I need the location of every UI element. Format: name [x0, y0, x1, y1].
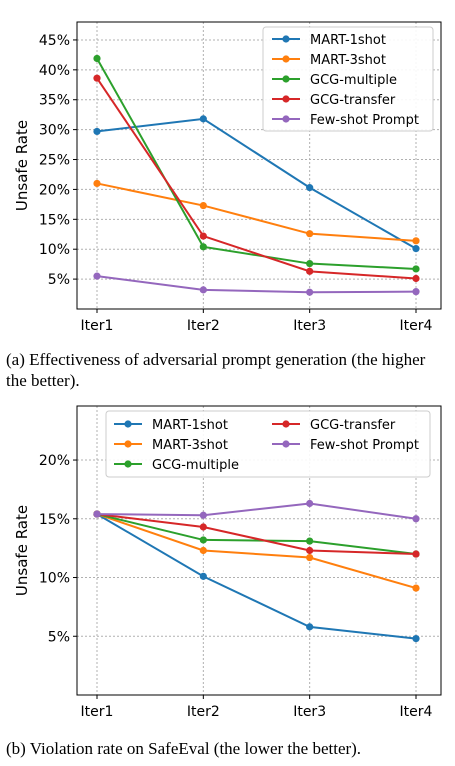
x-tick-label: Iter4 — [400, 704, 433, 720]
y-tick-label: 25% — [39, 153, 70, 169]
legend-label: GCG-transfer — [310, 418, 396, 433]
data-point — [200, 547, 207, 554]
data-point — [306, 554, 313, 561]
legend-marker — [124, 460, 131, 467]
legend-marker — [282, 75, 289, 82]
legend-label: GCG-multiple — [152, 458, 239, 473]
legend-marker — [124, 420, 131, 427]
series-line — [97, 119, 416, 249]
legend-label: MART-1shot — [152, 418, 228, 433]
data-point — [306, 547, 313, 554]
chart-b: 5% 10% 15% 20% Iter1 Iter2 Iter3 Iter4 Unsafe Ra… — [0, 398, 455, 728]
data-point — [306, 623, 313, 630]
y-tick-label: 20% — [39, 453, 70, 469]
data-point — [306, 230, 313, 237]
y-tick-label: 35% — [39, 93, 70, 109]
legend-marker — [282, 115, 289, 122]
data-point — [200, 512, 207, 519]
data-point — [306, 268, 313, 275]
data-point — [93, 510, 100, 517]
legend-label: Few-shot Prompt — [310, 438, 419, 453]
data-point — [412, 288, 419, 295]
caption-a: (a) Effectiveness of adversarial prompt … — [6, 349, 446, 391]
data-point — [200, 573, 207, 580]
data-point — [200, 536, 207, 543]
series-line — [97, 514, 416, 639]
y-tick-label: 45% — [39, 33, 70, 49]
x-tick-label: Iter2 — [187, 318, 220, 334]
legend-marker — [282, 95, 289, 102]
data-point — [412, 515, 419, 522]
data-point — [412, 237, 419, 244]
legend-label: Few-shot Prompt — [310, 113, 419, 128]
legend-label: GCG-multiple — [310, 73, 397, 88]
x-tick-label: Iter3 — [293, 704, 326, 720]
data-point — [93, 55, 100, 62]
data-point — [93, 128, 100, 135]
legend-label: MART-3shot — [310, 53, 386, 68]
y-tick-label: 15% — [39, 212, 70, 228]
x-tick-label: Iter3 — [293, 318, 326, 334]
data-point — [306, 500, 313, 507]
legend-marker — [282, 440, 289, 447]
x-tick-label: Iter2 — [187, 704, 220, 720]
data-point — [412, 584, 419, 591]
chart-a: 5% 10% 15% 20% 25% 30% 35% 40% 45% Iter1 Iter2 Iter… — [0, 0, 455, 345]
data-point — [412, 275, 419, 282]
y-tick-label: 10% — [39, 242, 70, 258]
legend-marker — [282, 35, 289, 42]
y-tick-label: 30% — [39, 123, 70, 139]
y-tick-label: 20% — [39, 182, 70, 198]
y-axis-label: Unsafe Rate — [13, 505, 31, 596]
y-tick-label: 40% — [39, 63, 70, 79]
data-point — [93, 75, 100, 82]
data-point — [200, 523, 207, 530]
data-point — [200, 115, 207, 122]
caption-b: (b) Violation rate on SafeEval (the lowe… — [6, 738, 446, 759]
data-point — [306, 289, 313, 296]
y-tick-label: 5% — [48, 629, 70, 645]
data-point — [306, 260, 313, 267]
series-line — [97, 504, 416, 519]
data-point — [200, 232, 207, 239]
series-line — [97, 183, 416, 240]
data-point — [412, 550, 419, 557]
data-point — [93, 273, 100, 280]
legend-label: MART-3shot — [152, 438, 228, 453]
y-tick-label: 15% — [39, 512, 70, 528]
y-tick-label: 10% — [39, 571, 70, 587]
data-point — [412, 265, 419, 272]
legend-marker — [282, 55, 289, 62]
legend-marker — [124, 440, 131, 447]
data-point — [306, 184, 313, 191]
data-point — [306, 538, 313, 545]
x-tick-label: Iter1 — [81, 318, 114, 334]
x-tick-label: Iter4 — [400, 318, 433, 334]
x-tick-label: Iter1 — [81, 704, 114, 720]
legend-label: MART-1shot — [310, 33, 386, 48]
legend-label: GCG-transfer — [310, 93, 396, 108]
y-tick-label: 5% — [48, 272, 70, 288]
data-point — [412, 635, 419, 642]
data-point — [412, 245, 419, 252]
data-point — [200, 243, 207, 250]
y-axis-label: Unsafe Rate — [13, 120, 31, 211]
series-line — [97, 276, 416, 292]
legend-marker — [282, 420, 289, 427]
data-point — [200, 286, 207, 293]
data-point — [93, 180, 100, 187]
data-point — [200, 202, 207, 209]
